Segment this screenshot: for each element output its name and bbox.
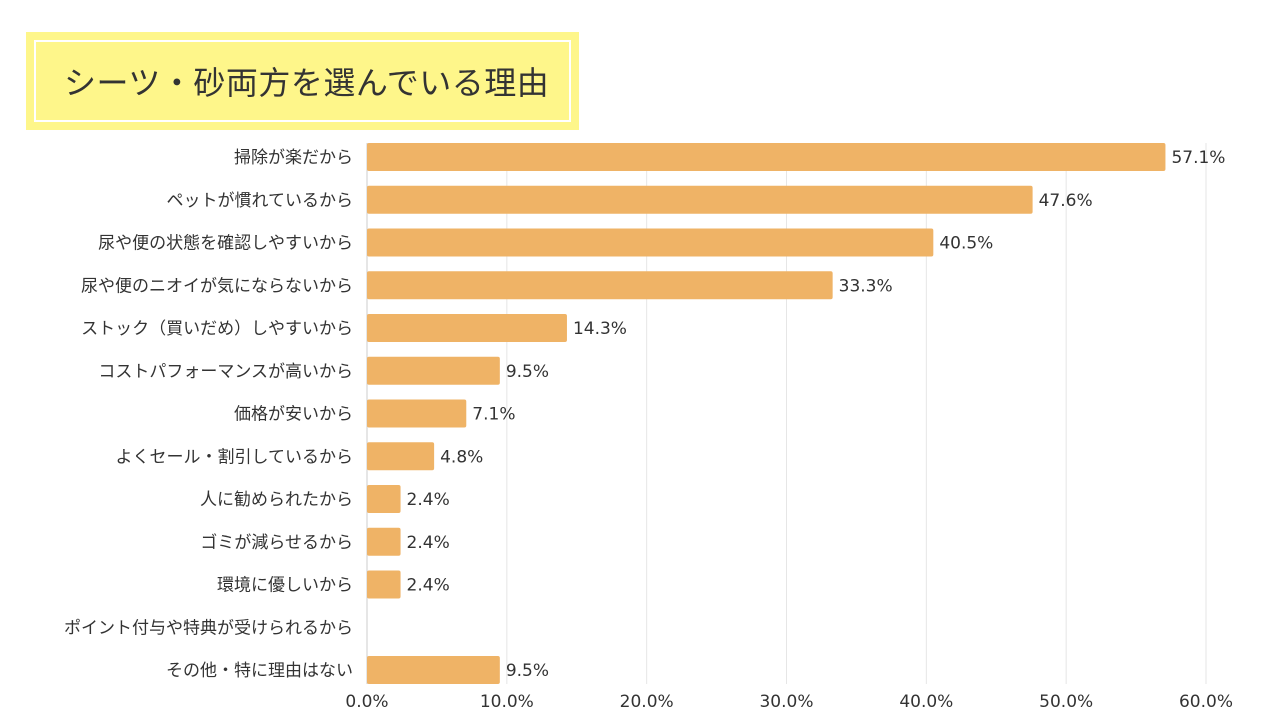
chart-title: シーツ・砂両方を選んでいる理由	[64, 64, 550, 102]
bar	[367, 656, 500, 684]
data-label: 2.4%	[407, 490, 450, 510]
category-label: 環境に優しいから	[217, 576, 353, 596]
data-label: 9.5%	[506, 362, 549, 382]
category-label: コストパフォーマンスが高いから	[98, 362, 353, 382]
bar	[367, 271, 833, 300]
category-label: 人に勧められたから	[200, 490, 353, 510]
bar	[367, 527, 401, 556]
data-label: 9.5%	[506, 661, 549, 681]
bar	[367, 570, 401, 599]
bar	[367, 442, 435, 471]
category-label: 価格が安いから	[234, 405, 353, 425]
x-tick-label: 50.0%	[1039, 692, 1093, 712]
bar	[367, 143, 1166, 171]
data-label: 14.3%	[573, 319, 627, 339]
data-label: 4.8%	[440, 447, 483, 467]
category-label: 掃除が楽だから	[234, 148, 353, 168]
x-tick-label: 60.0%	[1179, 692, 1233, 712]
category-label: よくセール・割引しているから	[116, 447, 354, 467]
x-tick-label: 20.0%	[620, 692, 674, 712]
category-label: 尿や便の状態を確認しやすいから	[98, 234, 353, 254]
x-tick-label: 30.0%	[759, 692, 813, 712]
data-label: 2.4%	[407, 576, 450, 596]
data-label: 57.1%	[1171, 148, 1225, 168]
category-label: ポイント付与や特典が受けられるから	[64, 618, 353, 638]
category-label: ゴミが減らせるから	[200, 532, 353, 553]
data-label: 47.6%	[1039, 191, 1093, 211]
bar	[367, 314, 567, 342]
bar	[367, 185, 1033, 214]
x-tick-label: 0.0%	[345, 692, 388, 712]
data-label: 40.5%	[939, 234, 993, 254]
data-label: 33.3%	[839, 276, 893, 296]
category-label: ストック（買いだめ）しやすいから	[81, 319, 353, 339]
data-label: 2.4%	[407, 533, 450, 553]
category-label: その他・特に理由はない	[166, 661, 353, 681]
bar	[367, 356, 500, 385]
category-label: 尿や便のニオイが気にならないから	[81, 276, 353, 296]
x-tick-label: 10.0%	[480, 692, 534, 712]
chart-title-box: シーツ・砂両方を選んでいる理由	[26, 32, 579, 130]
x-tick-label: 40.0%	[899, 692, 953, 712]
bar	[367, 228, 934, 257]
bar	[367, 485, 401, 513]
bar	[367, 399, 467, 428]
category-label: ペットが慣れているから	[167, 191, 354, 211]
chart-title-frame	[34, 40, 571, 122]
data-label: 7.1%	[472, 405, 515, 425]
